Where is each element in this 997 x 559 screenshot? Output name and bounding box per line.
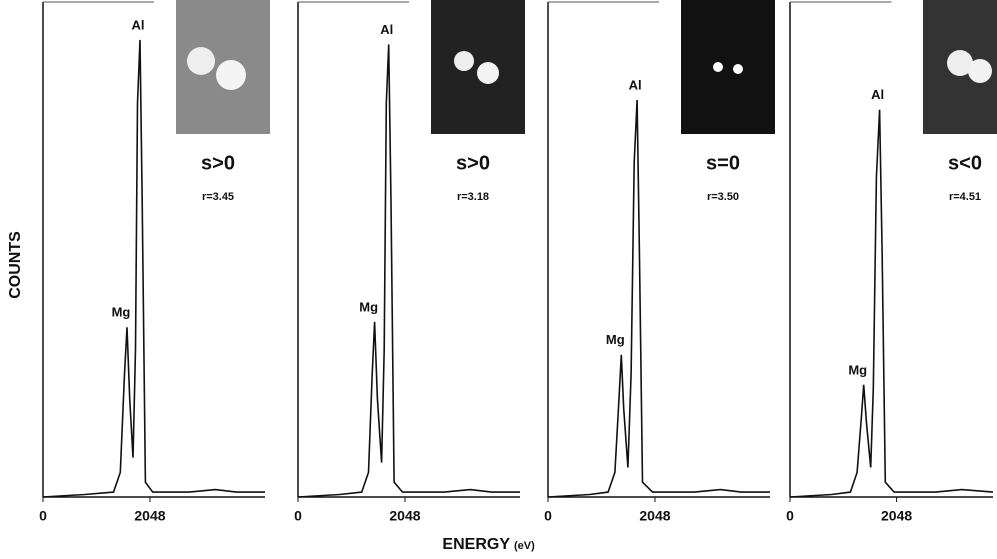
inset-particle — [733, 64, 743, 74]
condition-label: s<0 — [948, 152, 982, 174]
x-tick-label: 0 — [294, 508, 302, 524]
x-tick-label: 2048 — [389, 508, 420, 524]
condition-label: s=0 — [706, 152, 740, 174]
peak-label: Mg — [112, 305, 131, 320]
ratio-label: r=3.45 — [202, 191, 234, 203]
x-tick-label: 0 — [786, 508, 794, 524]
figure: COUNTS ENERGY (eV) 0 2048 s>0 r=3.45 Mg Al 0 20… — [0, 0, 997, 559]
inset-particle — [216, 60, 246, 90]
inset-particle — [454, 51, 474, 71]
peak-label: Al — [132, 17, 145, 32]
inset-image — [681, 0, 775, 134]
peak-label: Mg — [359, 299, 378, 314]
ratio-label: r=4.51 — [949, 191, 981, 203]
peak-label: Mg — [606, 332, 625, 347]
x-axis-label: ENERGY — [442, 536, 510, 553]
x-tick-label: 2048 — [134, 508, 165, 524]
peak-label: Al — [871, 87, 884, 102]
inset-image — [431, 0, 525, 134]
ratio-label: r=3.50 — [707, 191, 739, 203]
peak-label: Al — [629, 77, 642, 92]
inset-particle — [477, 62, 499, 84]
x-tick-label: 0 — [544, 508, 552, 524]
inset-particle — [713, 62, 723, 72]
x-tick-label: 0 — [39, 508, 47, 524]
x-tick-label: 2048 — [639, 508, 670, 524]
x-axis-unit: (eV) — [514, 540, 535, 552]
inset-particle — [968, 59, 992, 83]
peak-label: Mg — [848, 362, 867, 377]
y-axis-label: COUNTS — [7, 231, 24, 299]
x-tick-label: 2048 — [881, 508, 912, 524]
condition-label: s>0 — [456, 152, 490, 174]
ratio-label: r=3.18 — [457, 191, 489, 203]
inset-particle — [187, 47, 215, 75]
peak-label: Al — [380, 22, 393, 37]
condition-label: s>0 — [201, 152, 235, 174]
